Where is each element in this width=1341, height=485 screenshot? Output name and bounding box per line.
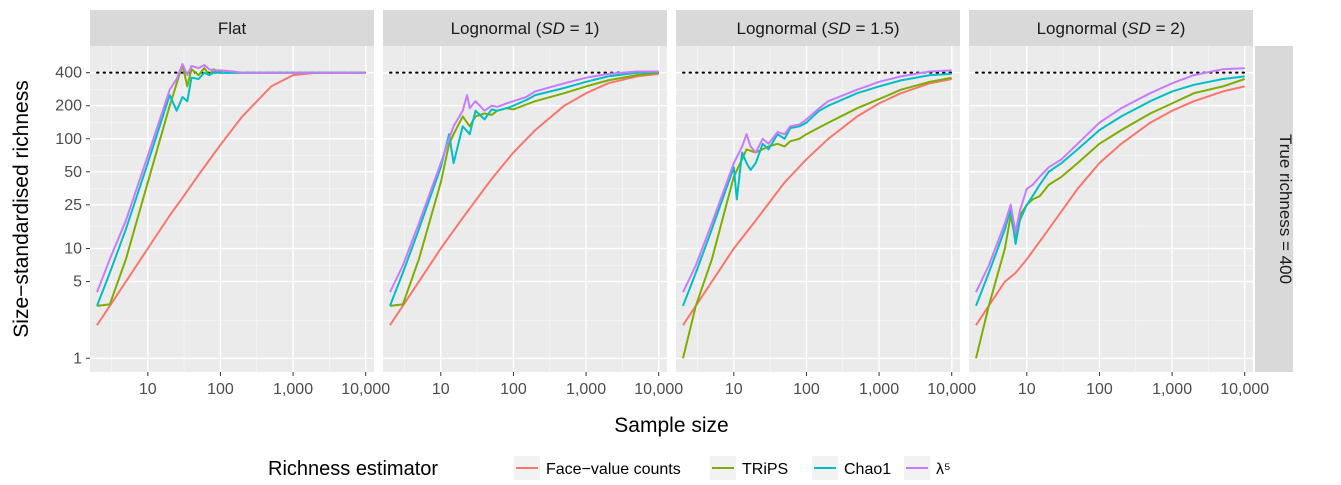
- panel-strip: [969, 10, 1253, 46]
- x-tick-label: 10: [139, 381, 157, 398]
- y-axis-title: Size−standardised richness: [10, 80, 33, 337]
- x-tick-label: 10: [1018, 381, 1036, 398]
- y-tick-label: 10: [64, 241, 82, 258]
- x-tick-label: 100: [1086, 381, 1113, 398]
- panel-strip: [90, 10, 374, 46]
- panel-title: Lognormal (SD = 1.5): [736, 19, 899, 38]
- legend-title: Richness estimator: [268, 458, 438, 480]
- panel-2: Lognormal (SD = 1) 10 100 1,000 10,000: [383, 10, 683, 398]
- series-line: [682, 76, 952, 359]
- y-tick-label: 1: [73, 350, 82, 367]
- y-tick-label: 200: [55, 98, 82, 115]
- x-tick-label: 10: [432, 381, 450, 398]
- y-tick-label: 5: [73, 274, 82, 291]
- x-tick-label: 1,000: [859, 381, 899, 398]
- panel-4: Lognormal (SD = 2) 10 100 1,000 10,000: [969, 10, 1269, 398]
- series-line: [682, 72, 952, 307]
- series-line: [389, 71, 659, 307]
- legend-label: λ⁵: [936, 461, 951, 478]
- series-line: [96, 63, 366, 293]
- series-line: [682, 69, 952, 293]
- panel-title: Flat: [218, 19, 247, 38]
- legend-label: Face−value counts: [546, 461, 681, 478]
- x-tick-label: 100: [793, 381, 820, 398]
- panel-background: [969, 46, 1253, 372]
- panel-3: Lognormal (SD = 1.5) 10 100 1,000 10,000: [676, 10, 976, 398]
- panel-background: [676, 46, 960, 372]
- panel-1: Flat 10 100 1,000 10,000 1 5 10 25 50 100 200 400: [55, 10, 390, 398]
- series-line: [975, 85, 1245, 326]
- x-tick-label: 10,000: [927, 381, 976, 398]
- x-tick-label: 1,000: [1152, 381, 1192, 398]
- row-strip-label: True richness = 400: [1276, 134, 1295, 284]
- panel-background: [90, 46, 374, 372]
- y-tick-label: 100: [55, 131, 82, 148]
- panel-strip: [383, 10, 667, 46]
- series-line: [682, 78, 952, 326]
- x-tick-label: 10,000: [634, 381, 683, 398]
- legend-label: TRiPS: [742, 461, 788, 478]
- y-tick-label: 50: [64, 164, 82, 181]
- panel-strip: [676, 10, 960, 46]
- row-strip: [1255, 46, 1293, 372]
- x-tick-label: 100: [207, 381, 234, 398]
- x-tick-label: 1,000: [273, 381, 313, 398]
- legend-label: Chao1: [844, 461, 891, 478]
- x-tick-label: 10,000: [1220, 381, 1269, 398]
- x-axis-title: Sample size: [614, 414, 728, 437]
- panel-title: Lognormal (SD = 2): [1037, 19, 1186, 38]
- panel-title: Lognormal (SD = 1): [451, 19, 600, 38]
- y-tick-label: 25: [64, 197, 82, 214]
- series-line: [975, 67, 1245, 293]
- y-tick-label: 400: [55, 65, 82, 82]
- x-tick-label: 1,000: [566, 381, 606, 398]
- series-line: [389, 72, 659, 326]
- series-line: [389, 70, 659, 293]
- x-tick-label: 10: [725, 381, 743, 398]
- x-tick-label: 100: [500, 381, 527, 398]
- x-tick-label: 10,000: [341, 381, 390, 398]
